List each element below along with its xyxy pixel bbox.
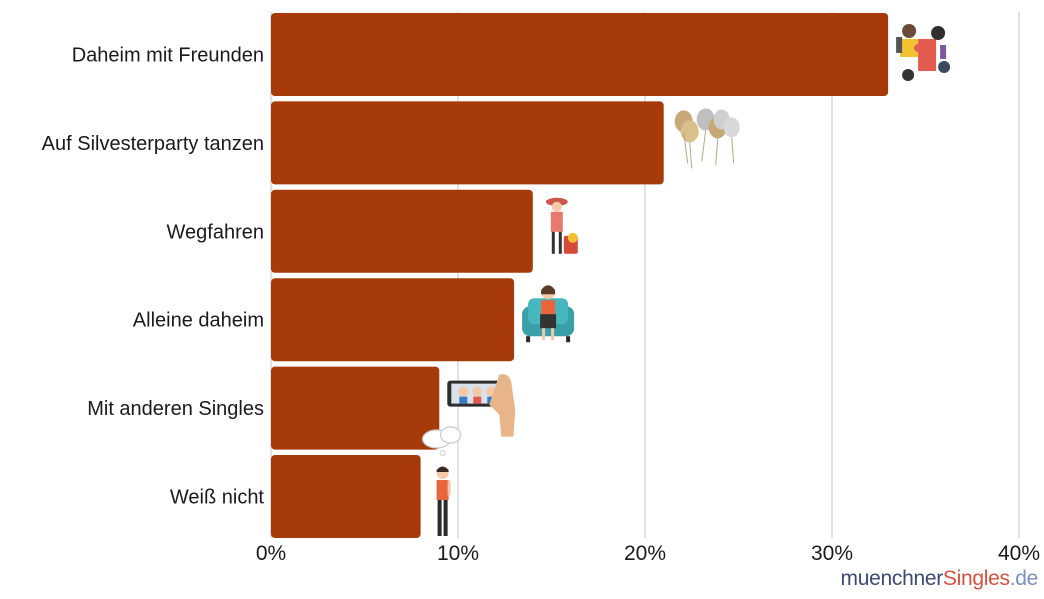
thinking-man-icon (422, 426, 462, 536)
bar (271, 455, 421, 538)
brand-part-1: muenchner (840, 567, 944, 590)
category-label: Weiß nicht (170, 487, 265, 509)
category-label: Alleine daheim (133, 310, 264, 332)
bar (271, 366, 440, 450)
bar (271, 189, 533, 273)
x-tick-label: 30% (811, 542, 853, 565)
x-tick-label: 0% (256, 542, 286, 565)
category-labels: Daheim mit Freunden Auf Silvesterparty ta… (42, 45, 265, 509)
grid-lines (270, 12, 1020, 538)
selfie-phone-icon (447, 374, 516, 437)
puzzle-people-icon (896, 24, 951, 81)
x-axis-tick-labels: 0% 10% 20% 30% 40% (256, 542, 1040, 565)
x-tick-label: 40% (998, 542, 1040, 565)
category-label: Mit anderen Singles (87, 398, 264, 420)
x-tick-label: 10% (437, 542, 479, 565)
balloons-icon (674, 108, 740, 169)
brand-logo: muenchnerSingles.de (840, 567, 1039, 591)
category-label: Auf Silvesterparty tanzen (42, 133, 264, 155)
brand-part-2: Singles (942, 567, 1010, 590)
bar (271, 13, 889, 96)
traveler-icon (545, 197, 578, 254)
category-label: Daheim mit Freunden (72, 45, 264, 67)
x-tick-label: 20% (624, 542, 666, 565)
bars (271, 13, 889, 538)
brand-part-3: .de (1009, 567, 1039, 590)
woman-armchair-icon (522, 285, 575, 343)
bar (271, 101, 664, 185)
bar-icons (422, 24, 951, 536)
category-label: Wegfahren (167, 221, 264, 243)
bar (271, 278, 515, 362)
